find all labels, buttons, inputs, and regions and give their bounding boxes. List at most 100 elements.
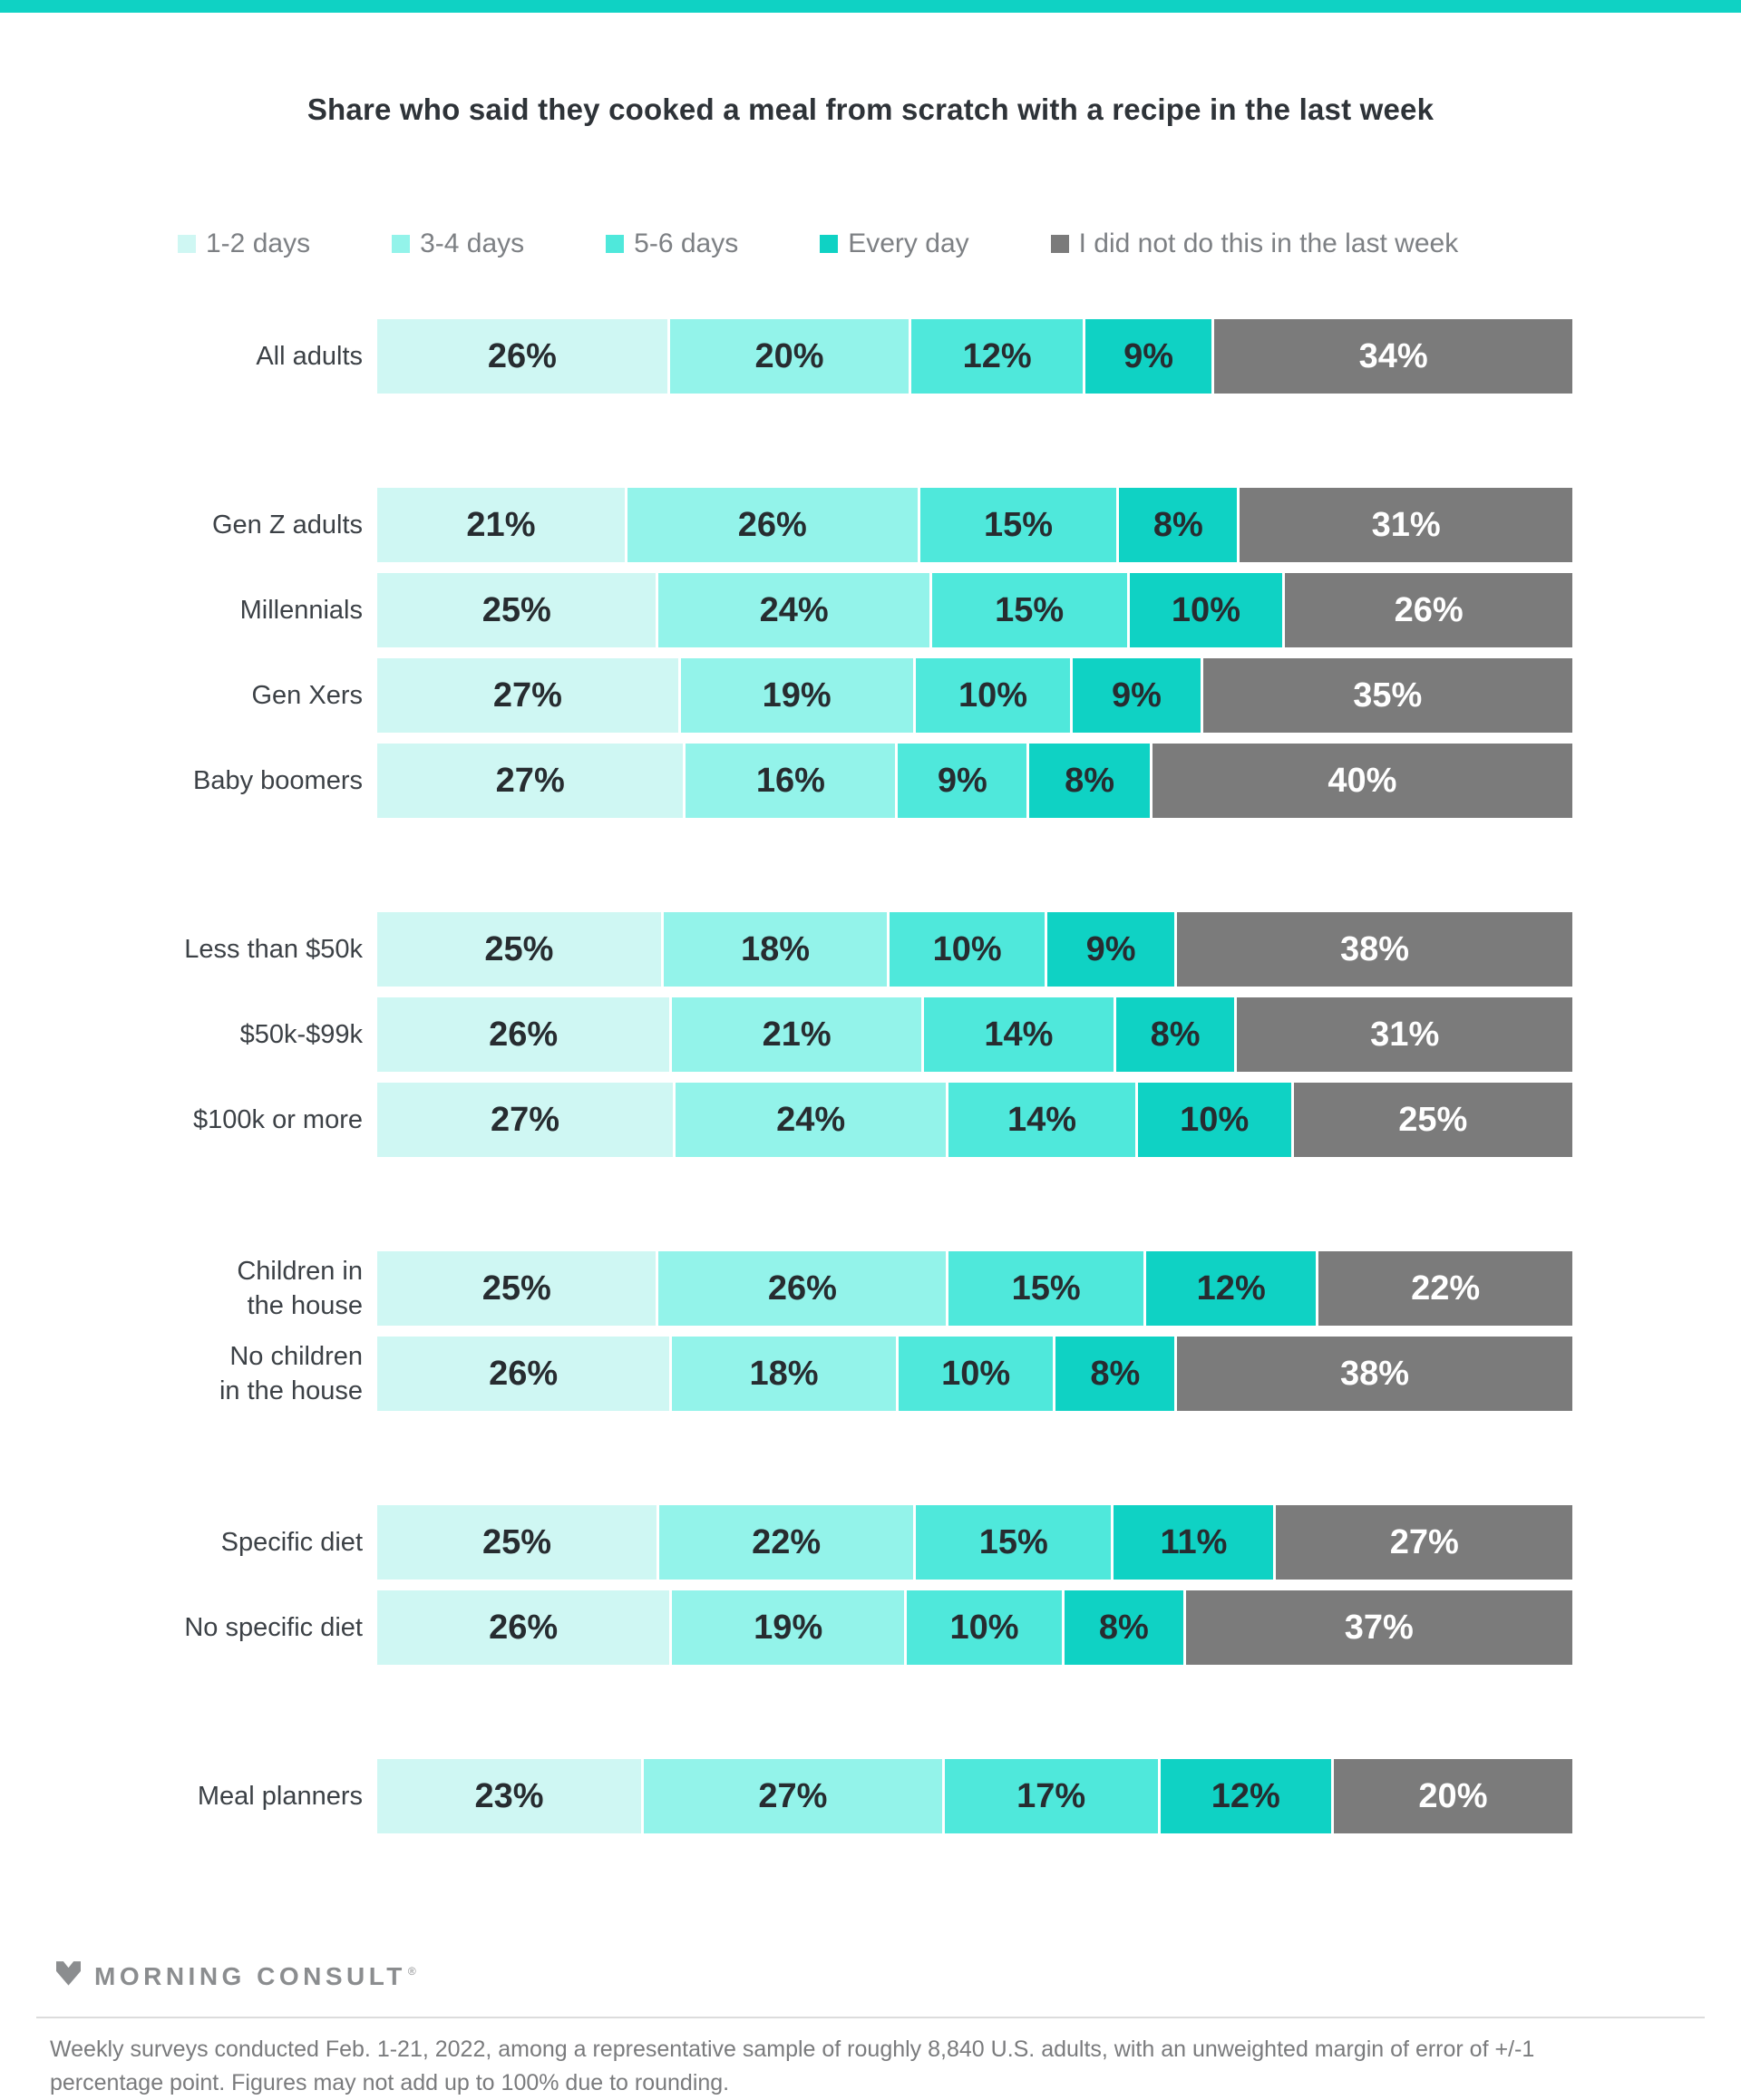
bar-segment: 9% [1073,658,1201,733]
legend-item: 3-4 days [392,228,524,259]
bar-segment: 26% [658,1251,947,1326]
chart-row: Millennials 25% 24% 15% 10% 26% [0,573,1572,647]
top-accent-bar [0,0,1741,13]
stacked-bar: 27% 16% 9% 8% 40% [377,744,1573,818]
chart-row: $50k-$99k 26% 21% 14% 8% 31% [0,997,1572,1072]
legend-item: I did not do this in the last week [1050,228,1458,259]
legend-item: 1-2 days [178,228,310,259]
bar-segment: 24% [676,1083,947,1157]
logo-text: MORNING CONSULT [94,1962,406,1990]
bar-segment: 27% [377,1083,673,1157]
bar-segment: 31% [1237,997,1572,1072]
bar-segment: 27% [377,744,684,818]
source-note: Weekly surveys conducted Feb. 1-21, 2022… [50,2037,1535,2095]
legend-label: 1-2 days [206,228,311,258]
stacked-bar: 23% 27% 17% 12% 20% [377,1759,1572,1833]
bar-segment: 31% [1240,488,1572,562]
stacked-bar: 26% 19% 10% 8% 37% [377,1590,1572,1665]
stacked-bar: 27% 24% 14% 10% 25% [377,1083,1572,1157]
chart-row: Baby boomers 27% 16% 9% 8% 40% [0,744,1573,818]
bar-segment: 27% [377,658,678,733]
chart-title: Share who said they cooked a meal from s… [306,92,1435,126]
bar-group: Children in the house 25% 26% 15% 12% 22% No c… [0,1251,1572,1411]
row-label: Gen Xers [251,681,364,710]
bar-segment: 37% [1185,1590,1572,1665]
bar-segment: 23% [377,1759,642,1833]
chart-row: Specific diet 25% 22% 15% 11% 27% [0,1505,1573,1580]
bar-segment: 10% [907,1590,1062,1665]
bar-segment: 9% [1084,319,1212,394]
row-label: Millennials [239,596,363,625]
chart-row: All adults 26% 20% 12% 9% 34% [0,319,1572,394]
row-label: Gen Z adults [211,510,363,540]
bar-segment: 27% [644,1759,942,1833]
bar-segment: 25% [1293,1083,1572,1157]
legend: 1-2 days 3-4 days 5-6 days Every day I did n… [178,228,1741,259]
bar-segment: 26% [377,1337,670,1411]
bar-segment: 14% [924,997,1114,1072]
bar-segment: 15% [948,1251,1144,1326]
legend-swatch-icon [606,235,625,253]
row-label: Children in the house [237,1257,363,1320]
bar-segment: 38% [1177,1337,1572,1411]
row-label: $100k or more [193,1105,363,1134]
legend-item: Every day [820,228,969,259]
stacked-bar: 26% 18% 10% 8% 38% [377,1337,1572,1411]
bar-segment: 25% [377,573,657,647]
bar-segment: 15% [931,573,1127,647]
bar-segment: 18% [672,1337,896,1411]
bar-segment: 11% [1114,1505,1274,1580]
row-label: No specific diet [184,1613,363,1642]
bar-segment: 26% [1285,573,1572,647]
chart-row: Gen Z adults 21% 26% 15% 8% 31% [0,488,1572,562]
legend-swatch-icon [820,235,839,253]
bar-segment: 38% [1177,912,1572,987]
chart-row: $100k or more 27% 24% 14% 10% 25% [0,1083,1572,1157]
footer-divider [36,2017,1705,2018]
bar-group: Specific diet 25% 22% 15% 11% 27% No specific … [0,1505,1573,1665]
legend-swatch-icon [1050,235,1069,253]
stacked-bar: 25% 22% 15% 11% 27% [377,1505,1573,1580]
bar-segment: 26% [377,319,667,394]
bar-segment: 15% [919,488,1117,562]
bar-segment: 12% [1146,1251,1317,1326]
legend-label: Every day [848,228,969,258]
bar-segment: 35% [1202,658,1572,733]
morning-consult-logo: MORNING CONSULT ® [56,1959,1741,1995]
bar-segment: 8% [1064,1590,1183,1665]
bar-segment: 19% [672,1590,905,1665]
bar-segment: 25% [377,1251,657,1326]
bar-segment: 34% [1214,319,1572,394]
stacked-bar: 25% 24% 15% 10% 26% [377,573,1572,647]
stacked-bar: 26% 20% 12% 9% 34% [377,319,1572,394]
bar-group: All adults 26% 20% 12% 9% 34% [0,319,1572,394]
bar-segment: 26% [627,488,918,562]
bar-segment: 22% [1318,1251,1572,1326]
morning-consult-m-icon [56,1961,81,1986]
bar-segment: 27% [1276,1505,1573,1580]
bar-segment: 26% [377,997,670,1072]
bar-segment: 10% [898,1337,1054,1411]
row-label: No children in the house [219,1342,363,1405]
row-label: Specific diet [220,1528,363,1557]
bar-segment: 15% [916,1505,1112,1580]
chart: All adults 26% 20% 12% 9% 34% Gen Z adults 21% 2… [0,319,1573,1833]
bar-group: Less than $50k 25% 18% 10% 9% 38% $50k-$99k 26%… [0,912,1572,1157]
bar-segment: 25% [377,1505,657,1580]
chart-row: No specific diet 26% 19% 10% 8% 37% [0,1590,1572,1665]
row-label: Less than $50k [184,935,363,964]
bar-segment: 10% [1137,1083,1291,1157]
legend-item: 5-6 days [606,228,738,259]
bar-segment: 9% [1047,912,1175,987]
bar-segment: 17% [944,1759,1158,1833]
bar-segment: 8% [1029,744,1150,818]
chart-row: Less than $50k 25% 18% 10% 9% 38% [0,912,1572,987]
bar-segment: 10% [1129,573,1283,647]
stacked-bar: 26% 21% 14% 8% 31% [377,997,1572,1072]
bar-segment: 8% [1119,488,1238,562]
bar-segment: 24% [658,573,929,647]
chart-row: Meal planners 23% 27% 17% 12% 20% [0,1759,1572,1833]
bar-segment: 12% [911,319,1083,394]
chart-row: No children in the house 26% 18% 10% 8% 38% [0,1337,1572,1411]
chart-row: Children in the house 25% 26% 15% 12% 22% [0,1251,1572,1326]
